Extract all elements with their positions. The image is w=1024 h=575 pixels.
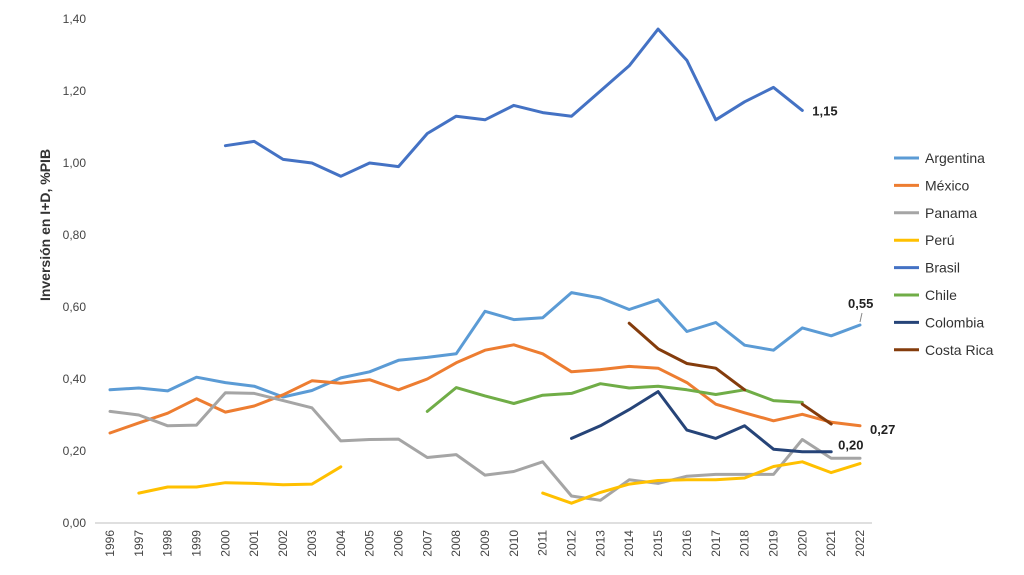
y-tick-label: 0,00 — [63, 516, 87, 530]
x-tick-label: 1997 — [132, 530, 146, 557]
data-annotations: 1,15 0,55 0,27 0,20 — [812, 103, 895, 452]
x-tick-label: 2013 — [593, 530, 607, 557]
x-tick-label: 1996 — [103, 530, 117, 557]
legend-label: Colombia — [925, 314, 984, 330]
y-tick-label: 0,80 — [63, 228, 87, 242]
data-label-annotation: 0,55 — [848, 296, 873, 311]
legend-label: Brasil — [925, 260, 960, 276]
series-lines — [108, 27, 862, 505]
series-line-m-xico — [108, 343, 862, 435]
legend-label: México — [925, 177, 970, 193]
x-tick-label: 2019 — [766, 530, 780, 557]
x-tick-label: 2008 — [449, 530, 463, 557]
y-tick-label: 1,00 — [63, 156, 87, 170]
data-label-annotation: 0,27 — [870, 422, 895, 437]
series-line-chile — [425, 382, 804, 413]
data-label-annotation: 0,20 — [838, 438, 863, 453]
legend-label: Panama — [925, 205, 977, 221]
x-tick-label: 2001 — [247, 530, 261, 557]
y-tick-label: 0,60 — [63, 300, 87, 314]
series-line-brasil — [223, 27, 804, 178]
x-tick-label: 2004 — [334, 530, 348, 557]
x-tick-label: 2014 — [622, 530, 636, 557]
legend: Argentina México Panama Perú Brasil Chile Colo… — [894, 150, 994, 358]
x-tick-label: 2005 — [363, 530, 377, 557]
series-line-panama — [108, 391, 862, 502]
x-tick-label: 2018 — [738, 530, 752, 557]
x-tick-label: 2015 — [651, 530, 665, 557]
y-axis-label: Inversión en I+D, %PIB — [37, 149, 53, 301]
x-tick-label: 2002 — [276, 530, 290, 557]
y-tick-label: 0,20 — [63, 444, 87, 458]
y-tick-label: 1,20 — [63, 84, 87, 98]
y-tick-labels: 0,00 0,20 0,40 0,60 0,80 1,00 1,20 1,40 — [63, 12, 87, 530]
x-tick-label: 2020 — [795, 530, 809, 557]
x-tick-label: 2022 — [853, 530, 867, 557]
series-line-costa-rica — [627, 321, 833, 426]
x-tick-label: 2007 — [420, 530, 434, 557]
x-tick-label: 1999 — [190, 530, 204, 557]
x-tick-label: 2012 — [565, 530, 579, 557]
legend-label: Costa Rica — [925, 342, 994, 358]
y-tick-label: 1,40 — [63, 12, 87, 26]
x-tick-label: 2003 — [305, 530, 319, 557]
x-tick-label: 2010 — [507, 530, 521, 557]
data-label-annotation: 1,15 — [812, 103, 837, 118]
series-line-argentina — [108, 291, 862, 399]
series-line-colombia — [570, 390, 833, 454]
x-tick-label: 2016 — [680, 530, 694, 557]
legend-label: Perú — [925, 232, 955, 248]
legend-label: Argentina — [925, 150, 985, 166]
annotation-leader-line — [859, 312, 863, 323]
x-tick-label: 2017 — [709, 530, 723, 557]
x-tick-label: 2011 — [536, 530, 550, 556]
x-tick-label: 2009 — [478, 530, 492, 557]
y-tick-label: 0,40 — [63, 372, 87, 386]
x-tick-label: 1998 — [161, 530, 175, 557]
series-line-per- — [137, 460, 862, 505]
x-tick-label: 2006 — [391, 530, 405, 557]
x-tick-label: 2021 — [824, 530, 838, 557]
x-tick-label: 2000 — [218, 530, 232, 557]
x-tick-labels: 1996 1997 1998 1999 2000 2001 2002 2003 2004 2005… — [103, 530, 867, 557]
legend-label: Chile — [925, 287, 957, 303]
